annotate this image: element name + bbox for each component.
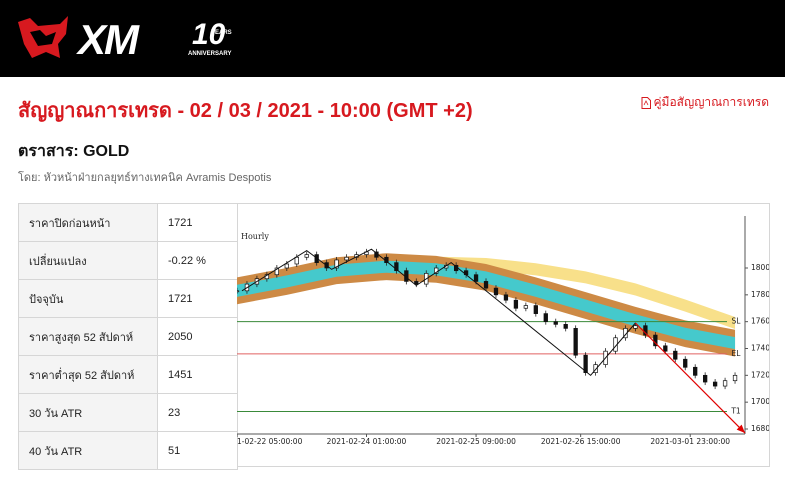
candle	[683, 358, 688, 368]
table-row: ปัจจุบัน 1721	[18, 279, 238, 318]
candle	[483, 281, 489, 289]
candle	[523, 305, 529, 309]
candle	[553, 321, 558, 325]
row-label: ปัจจุบัน	[18, 279, 158, 318]
x-tick-label: 1-02-22 05:00:00	[237, 437, 303, 446]
candle	[394, 262, 399, 272]
chart: Hourly SL EL T1 1680 1700 1720 1740 1760 1780 180…	[234, 216, 770, 446]
candle	[732, 374, 738, 382]
y-tick-label: 1740	[751, 344, 769, 353]
instrument: ตราสาร: GOLD	[18, 143, 130, 160]
candle	[533, 305, 538, 314]
row-label: 40 วัน ATR	[18, 431, 158, 470]
table-row: ราคาปิดก่อนหน้า 1721	[18, 203, 238, 242]
table-row: เปลี่ยนแปลง -0.22 %	[18, 241, 238, 280]
candle	[503, 294, 509, 301]
candle	[344, 256, 349, 261]
candle	[473, 274, 479, 282]
target-line	[635, 322, 746, 434]
top-bar: XM 10 YEARS ANNIVERSARY	[0, 0, 785, 77]
timeframe: Hourly	[241, 232, 269, 241]
row-value: 23	[157, 393, 238, 432]
table-row: 30 วัน ATR 23	[18, 393, 238, 432]
candle	[583, 354, 588, 373]
row-value: 2050	[157, 317, 238, 356]
row-label: ราคาสูงสุด 52 สัปดาห์	[18, 317, 158, 356]
row-label: 30 วัน ATR	[18, 393, 158, 432]
candle	[543, 313, 548, 323]
author: โดย: หัวหน้าฝ่ายกลยุทธ์ทางเทคนิค Avramis…	[18, 172, 272, 184]
level-label: T1	[730, 407, 741, 416]
x-tick-label: 2021-03-01 23:00:00	[650, 437, 730, 446]
x-tick-label: 2021-02-25 09:00:00	[436, 437, 516, 446]
candle	[563, 323, 568, 329]
zigzag-line	[241, 248, 636, 377]
row-label: เปลี่ยนแปลง	[18, 241, 158, 280]
candle	[722, 380, 728, 387]
candle	[663, 345, 668, 352]
row-value: -0.22 %	[157, 241, 238, 280]
candle	[304, 254, 309, 258]
y-tick-label: 1800	[751, 263, 769, 272]
x-tick-label: 2021-02-24 01:00:00	[327, 437, 407, 446]
y-tick-label: 1780	[751, 290, 769, 299]
table-row: 40 วัน ATR 51	[18, 431, 238, 470]
x-tick-label: 2021-02-26 15:00:00	[541, 437, 621, 446]
candle	[493, 287, 499, 296]
y-tick-label: 1680	[751, 424, 769, 433]
logo-brand: XM	[78, 16, 139, 63]
row-label: ราคาต่ำสุด 52 สัปดาห์	[18, 355, 158, 394]
y-tick-label: 1760	[751, 317, 769, 326]
candle	[703, 374, 708, 383]
y-tick-label: 1720	[751, 370, 769, 379]
logo-anniversary: ANNIVERSARY	[188, 51, 232, 57]
candle	[593, 364, 598, 374]
table-row: ราคาต่ำสุด 52 สัปดาห์ 1451	[18, 355, 238, 394]
level-label: SL	[732, 317, 742, 326]
candle	[294, 256, 299, 265]
target-arrowhead	[736, 424, 745, 434]
guide-link-text: คู่มือสัญญาณการเทรด	[653, 95, 770, 109]
band	[237, 260, 736, 350]
pdf-icon	[641, 96, 651, 109]
candle	[712, 381, 718, 387]
row-value: 51	[157, 431, 238, 470]
candle	[284, 263, 289, 269]
logo[interactable]: XM 10 YEARS ANNIVERSARY	[16, 14, 232, 63]
row-value: 1721	[157, 279, 238, 318]
signal-table: ราคาปิดก่อนหน้า 1721 เปลี่ยนแปลง -0.22 % ปัจ…	[18, 203, 238, 470]
y-tick-label: 1700	[751, 397, 769, 406]
logo-icon	[18, 16, 68, 58]
band	[237, 253, 736, 357]
candle	[414, 281, 419, 285]
chart-frame: Hourly SL EL T1 1680 1700 1720 1740 1760 1780 180…	[234, 203, 770, 467]
candle	[573, 328, 578, 356]
candle	[513, 299, 519, 309]
candle	[693, 366, 698, 376]
candle	[673, 350, 678, 360]
candle	[334, 259, 339, 269]
row-label: ราคาปิดก่อนหน้า	[18, 203, 158, 242]
logo-years: YEARS	[211, 30, 232, 36]
logo-number: 10	[192, 18, 226, 51]
candle	[274, 267, 279, 276]
level-label: EL	[732, 349, 742, 358]
guide-link[interactable]: คู่มือสัญญาณการเทรด	[641, 93, 770, 112]
page-title: สัญญาณการเทรด - 02 / 03 / 2021 - 10:00 (…	[18, 100, 473, 122]
table-row: ราคาสูงสุด 52 สัปดาห์ 2050	[18, 317, 238, 356]
candle	[234, 290, 240, 293]
row-value: 1451	[157, 355, 238, 394]
candle	[633, 325, 638, 329]
row-value: 1721	[157, 203, 238, 242]
